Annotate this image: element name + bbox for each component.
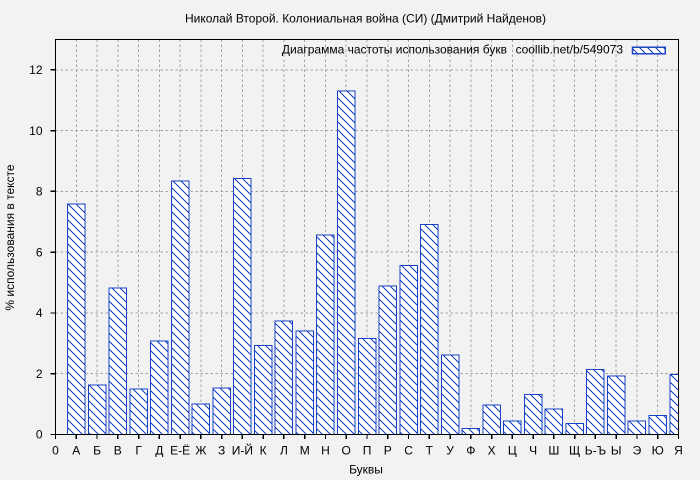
svg-text:Е-Ё: Е-Ё — [170, 444, 190, 458]
svg-text:К: К — [260, 444, 267, 458]
svg-text:С: С — [404, 444, 413, 458]
svg-text:Х: Х — [488, 444, 496, 458]
svg-text:Н: Н — [321, 444, 330, 458]
svg-text:Г: Г — [135, 444, 142, 458]
svg-text:6: 6 — [36, 245, 43, 259]
svg-text:Ю: Ю — [652, 444, 664, 458]
svg-text:Б: Б — [93, 444, 101, 458]
svg-text:Э: Э — [633, 444, 642, 458]
svg-text:Николай Второй. Колониальная в: Николай Второй. Колониальная война (СИ) … — [185, 12, 546, 26]
svg-text:Ф: Ф — [466, 444, 475, 458]
svg-text:Т: Т — [426, 444, 434, 458]
svg-text:Буквы: Буквы — [349, 463, 383, 477]
svg-text:Ь-Ъ: Ь-Ъ — [585, 444, 606, 458]
svg-text:А: А — [72, 444, 80, 458]
svg-text:Ч: Ч — [529, 444, 537, 458]
svg-text:Д: Д — [155, 444, 163, 458]
svg-text:Ж: Ж — [195, 444, 206, 458]
svg-text:% использования в тексте: % использования в тексте — [3, 164, 17, 310]
svg-text:Л: Л — [280, 444, 288, 458]
svg-text:Щ: Щ — [569, 444, 580, 458]
svg-text:4: 4 — [36, 306, 43, 320]
svg-text:0: 0 — [52, 444, 59, 458]
svg-text:Ц: Ц — [508, 444, 517, 458]
svg-text:0: 0 — [36, 428, 43, 442]
svg-text:У: У — [446, 444, 454, 458]
svg-text:З: З — [218, 444, 225, 458]
svg-text:Ы: Ы — [611, 444, 622, 458]
svg-text:Ш: Ш — [548, 444, 559, 458]
svg-text:10: 10 — [29, 124, 43, 138]
svg-text:2: 2 — [36, 367, 43, 381]
svg-text:П: П — [363, 444, 372, 458]
svg-text:И-Й: И-Й — [232, 443, 253, 458]
svg-text:Р: Р — [384, 444, 392, 458]
svg-text:12: 12 — [29, 63, 43, 77]
svg-text:О: О — [342, 444, 351, 458]
svg-text:8: 8 — [36, 185, 43, 199]
svg-text:Диаграмма частоты использовани: Диаграмма частоты использования букв cool… — [282, 43, 623, 57]
svg-text:В: В — [114, 444, 122, 458]
svg-text:М: М — [300, 444, 310, 458]
svg-text:Я: Я — [674, 444, 683, 458]
